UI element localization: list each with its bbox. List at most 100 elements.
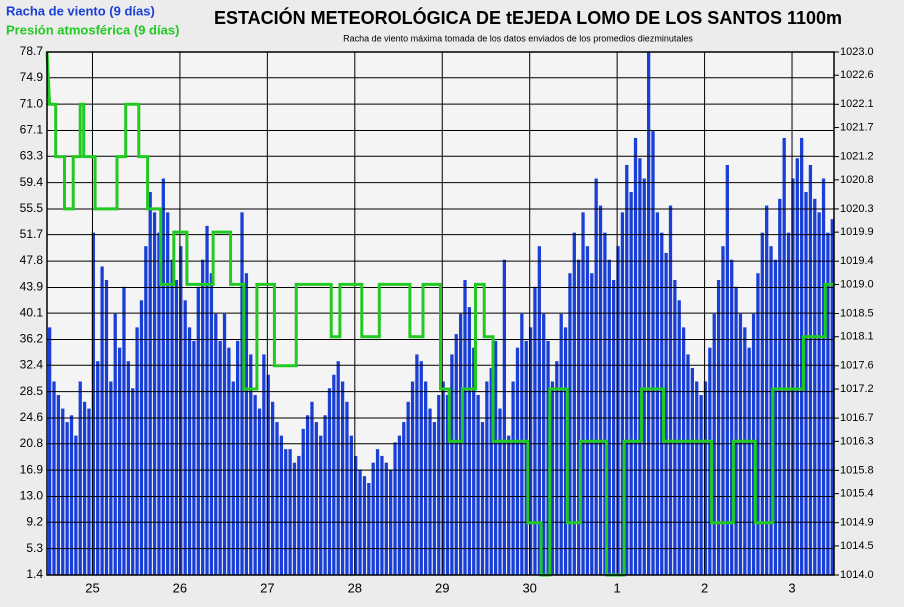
bar [201, 259, 205, 575]
bar [179, 246, 183, 576]
bar [721, 246, 725, 576]
bar [205, 225, 209, 576]
bar [214, 313, 218, 575]
bar [511, 381, 515, 575]
bar [804, 192, 808, 575]
bar [559, 313, 563, 575]
bar [402, 422, 406, 575]
bar [65, 422, 69, 575]
x-tick-label: 27 [260, 580, 274, 595]
bar [546, 340, 550, 575]
bar [528, 327, 533, 575]
bar [415, 354, 419, 575]
bar [769, 246, 773, 576]
bar [323, 415, 327, 575]
bar [117, 347, 122, 575]
bar [598, 205, 603, 576]
bar [222, 313, 227, 575]
bar [699, 395, 703, 575]
bar [800, 137, 804, 575]
bar [681, 327, 686, 575]
bar [668, 205, 673, 576]
y-tick-label: 43.9 [20, 280, 44, 294]
bar [441, 381, 445, 575]
y-tick-label: 13.0 [20, 489, 44, 503]
y-tick-label: 9.2 [26, 514, 43, 528]
bar [253, 395, 257, 575]
y2-tick-label: 1021.7 [840, 121, 874, 133]
x-tick-label: 25 [85, 580, 99, 595]
bar [703, 381, 708, 575]
bar [148, 192, 152, 575]
y2-tick-label: 1016.3 [840, 435, 874, 447]
bar [476, 395, 480, 575]
bar [625, 164, 629, 575]
bar [52, 381, 56, 575]
bar [209, 273, 214, 575]
bar [354, 455, 358, 575]
bar [48, 327, 52, 575]
bar [642, 178, 646, 575]
y2-tick-label: 1022.1 [840, 98, 874, 110]
y-tick-label: 20.8 [20, 436, 44, 450]
bar [489, 367, 493, 575]
bar [139, 300, 144, 575]
bar [332, 374, 336, 575]
bar [122, 286, 126, 575]
bar [782, 137, 786, 575]
bar [826, 232, 830, 575]
bar [550, 381, 555, 575]
bar [236, 340, 240, 575]
chart-title: ESTACIÓN METEOROLÓGICA DE tEJEDA LOMO DE… [214, 7, 842, 28]
bar [82, 401, 87, 575]
y-tick-label: 1.4 [26, 567, 43, 581]
bar [537, 246, 541, 576]
y2-tick-label: 1016.7 [840, 412, 874, 424]
bar [590, 273, 594, 575]
bar [712, 313, 716, 575]
bar [612, 280, 616, 575]
bar [314, 422, 318, 575]
bar [458, 313, 463, 575]
bar [638, 158, 642, 575]
y-tick-label: 28.5 [20, 384, 44, 398]
bar [152, 212, 157, 575]
bar [493, 340, 498, 575]
bar [104, 280, 109, 575]
y-tick-label: 16.9 [20, 462, 44, 476]
bar [266, 374, 270, 575]
x-tick-label: 26 [173, 580, 187, 595]
bar [192, 340, 196, 575]
y-tick-label: 67.1 [20, 123, 44, 137]
chart-subtitle: Racha de viento máxima tomada de los dat… [343, 33, 693, 43]
bar [813, 198, 817, 575]
bar [284, 449, 288, 575]
bar [305, 415, 310, 575]
bar [778, 198, 782, 575]
bar [480, 422, 485, 575]
x-tick-label: 3 [788, 580, 795, 595]
y-tick-label: 40.1 [20, 305, 44, 319]
bar [227, 347, 231, 575]
bar [319, 435, 323, 575]
bar [581, 212, 585, 575]
bar [760, 232, 764, 575]
bar [69, 415, 74, 575]
y2-tick-label: 1021.2 [840, 151, 874, 163]
bar [345, 401, 349, 575]
bar [555, 361, 559, 575]
bar [367, 482, 371, 575]
y2-tick-label: 1018.1 [840, 331, 874, 343]
bar [78, 381, 82, 575]
y2-tick-label: 1014.9 [840, 517, 874, 529]
bar [196, 286, 200, 575]
legend-entry: Presión atmosférica (9 días) [6, 22, 179, 37]
bar [327, 388, 332, 575]
bar [673, 280, 677, 575]
bar [765, 205, 769, 576]
bar [563, 327, 568, 575]
bar [249, 354, 253, 575]
bar [572, 232, 576, 575]
y2-tick-label: 1019.4 [840, 255, 874, 267]
bar [257, 408, 262, 575]
